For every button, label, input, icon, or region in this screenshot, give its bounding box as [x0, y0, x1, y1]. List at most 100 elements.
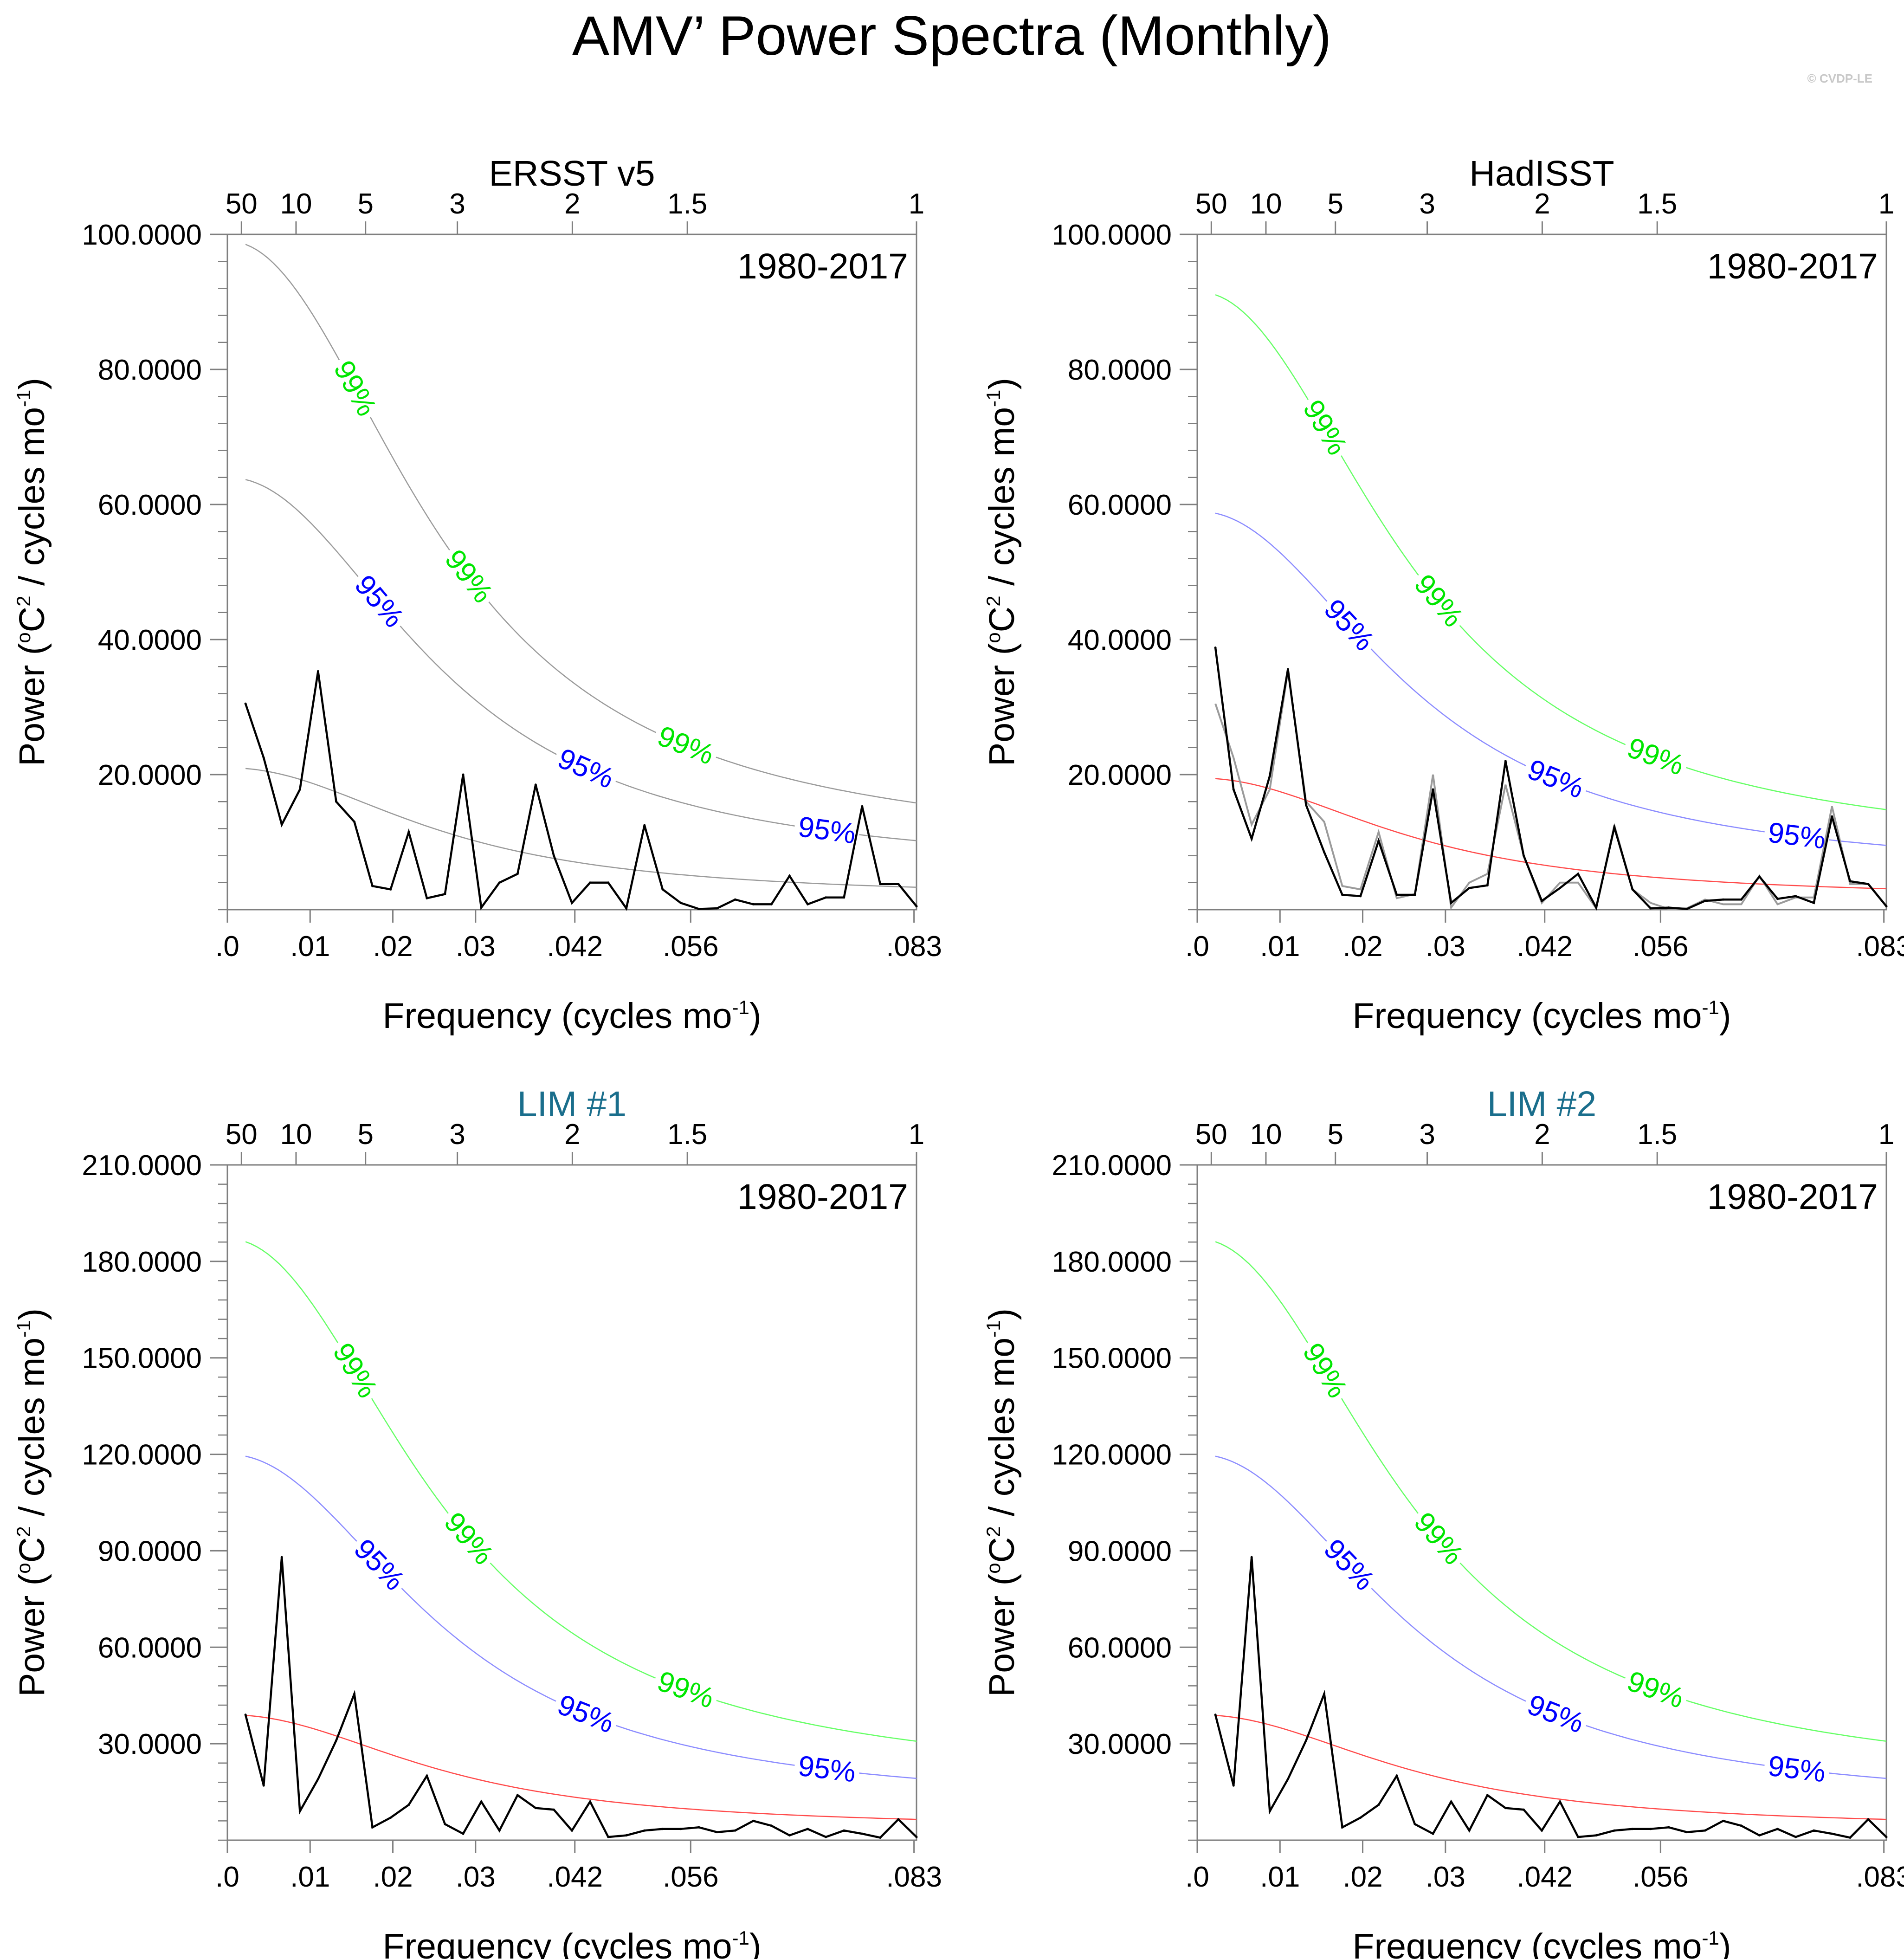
y-axis-title: Power (oC2 / cycles mo-1)	[12, 378, 52, 766]
spectrum-point	[1776, 898, 1779, 900]
spectrum-point	[426, 1774, 428, 1777]
spectrum-point	[1450, 902, 1452, 904]
spectrum-point	[1323, 851, 1326, 853]
ci95-label: 95%	[1766, 816, 1827, 855]
markov-curve	[1215, 1714, 1887, 1820]
y-axis-title-part: 2	[13, 1526, 34, 1537]
y-axis-title-part: -1	[982, 390, 1004, 407]
top-tick-label: 5	[1327, 1119, 1343, 1151]
x-tick-label: .02	[373, 1861, 413, 1893]
spectrum-point	[1577, 873, 1580, 875]
spectrum-point	[1250, 837, 1253, 840]
y-tick-label: 80.0000	[98, 354, 202, 386]
spectrum-point	[280, 1556, 283, 1558]
top-tick-label: 1	[1878, 1119, 1894, 1151]
x-tick-label: .0	[215, 931, 239, 963]
spectrum-point	[1595, 1834, 1598, 1837]
y-axis-title-part: C	[982, 607, 1022, 633]
spectrum-point	[1758, 1834, 1761, 1837]
spectrum-point	[1432, 788, 1434, 791]
y-axis-title-part: / cycles mo	[982, 407, 1022, 595]
spectrum-point	[262, 756, 265, 759]
watermark: © CVDP-LE	[1807, 71, 1873, 85]
top-tick-label: 3	[449, 188, 465, 220]
spectrum-point	[1667, 1826, 1670, 1829]
y-tick-label: 120.0000	[82, 1439, 202, 1471]
y-axis-title-part: Power (	[982, 643, 1022, 766]
markov-curve	[245, 768, 917, 888]
spectrum-point	[1268, 1810, 1271, 1813]
conf-label-backing	[1519, 752, 1592, 806]
top-tick-label: 3	[449, 1119, 465, 1151]
spectrum-point	[462, 1832, 465, 1835]
spectrum-point	[1268, 775, 1271, 777]
x-axis-title-main: Frequency (cycles mo	[382, 1927, 732, 1959]
spectrum-point	[1559, 886, 1562, 889]
spectrum-point	[1758, 875, 1761, 878]
spectrum-point	[697, 1826, 700, 1829]
spectrum-point	[1631, 1828, 1634, 1830]
x-axis-title-sup: -1	[1702, 996, 1719, 1018]
spectrum-point	[1813, 1829, 1815, 1832]
y-tick-label: 90.0000	[98, 1535, 202, 1567]
top-tick-label: 3	[1419, 188, 1435, 220]
x-tick-label: .0	[215, 1861, 239, 1893]
conf-label-backing	[793, 810, 861, 851]
spectrum-point	[407, 831, 410, 834]
spectrum-point	[589, 1800, 592, 1803]
spectrum-point	[752, 1819, 755, 1822]
top-tick-label: 2	[564, 188, 580, 220]
x-axis-title-sup: -1	[1702, 1927, 1719, 1949]
spectrum-point	[770, 903, 773, 905]
y-tick-label: 60.0000	[1068, 489, 1172, 521]
spectrum-point	[1649, 1828, 1652, 1830]
top-tick-label: 50	[1195, 188, 1227, 220]
spectrum-point	[498, 881, 501, 884]
panel-title: LIM #1	[517, 1084, 626, 1124]
y-tick-label: 20.0000	[1068, 759, 1172, 791]
x-axis-title-sup: -1	[732, 1927, 749, 1949]
spectrum-point	[1613, 826, 1616, 828]
spectrum-point	[298, 1810, 301, 1813]
y-axis-title: Power (oC2 / cycles mo-1)	[982, 378, 1022, 766]
spectrum-point	[1685, 1831, 1688, 1834]
spectrum-point	[426, 897, 428, 899]
markov-curve	[1215, 778, 1887, 890]
spectrum-point	[335, 800, 337, 803]
spectrum-point	[625, 1834, 628, 1837]
spectrum-point	[1413, 1823, 1416, 1825]
spectrum-point	[1831, 1832, 1833, 1835]
spectrum-point	[1323, 1693, 1326, 1695]
x-axis-title-end: )	[1719, 1927, 1731, 1959]
y-axis-title: Power (oC2 / cycles mo-1)	[12, 1308, 52, 1697]
x-tick-label: .01	[1260, 1861, 1300, 1893]
x-tick-label: .01	[290, 1861, 330, 1893]
y-axis-title-part: -1	[13, 390, 34, 407]
spectrum-point	[444, 1823, 446, 1825]
top-tick-label: 10	[1250, 1119, 1282, 1151]
spectrum-point	[861, 805, 864, 808]
x-axis-title: Frequency (cycles mo-1)	[1352, 1927, 1731, 1959]
spectrum-point	[607, 881, 610, 884]
spectrum-point	[734, 1829, 736, 1832]
x-tick-label: .083	[1856, 1861, 1904, 1893]
spectrum-point	[1504, 760, 1507, 763]
top-tick-label: 1.5	[667, 1119, 707, 1151]
y-axis-title-part: C	[12, 607, 52, 633]
spectrum-point	[1649, 907, 1652, 910]
top-tick-label: 50	[226, 1119, 258, 1151]
spectrum-point	[843, 896, 846, 899]
y-axis-title-part: )	[982, 378, 1022, 390]
spectrum-point	[716, 1831, 718, 1834]
conf-label-backing	[649, 719, 722, 773]
y-axis-title-part: / cycles mo	[982, 1338, 1022, 1526]
x-axis-title-main: Frequency (cycles mo	[1352, 996, 1702, 1036]
spectrum-point	[1395, 1774, 1398, 1777]
spectrum-point	[661, 888, 664, 891]
y-tick-label: 30.0000	[1068, 1728, 1172, 1760]
conf-label-backing	[1519, 1687, 1592, 1741]
spectrum-point	[1468, 886, 1471, 889]
spectrum-point	[1704, 899, 1706, 902]
spectrum-point	[1559, 1800, 1562, 1803]
panel-title: LIM #2	[1487, 1084, 1596, 1124]
